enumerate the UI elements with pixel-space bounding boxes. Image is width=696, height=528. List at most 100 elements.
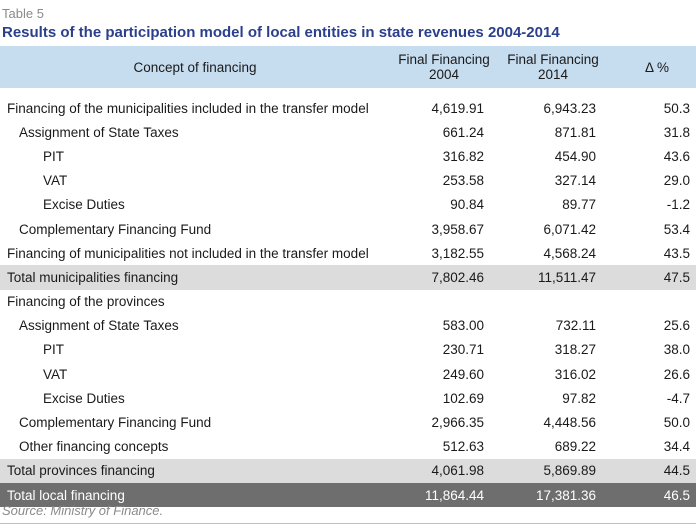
bottom-divider bbox=[0, 523, 696, 524]
row-final-2014: 327.14 bbox=[554, 173, 596, 189]
financing-table: Concept of financing Final Financing 200… bbox=[0, 46, 696, 508]
table-row: VAT 253.58 327.14 29.0 bbox=[0, 169, 696, 193]
row-final-2004: 7,802.46 bbox=[431, 269, 484, 285]
row-concept: Assignment of State Taxes bbox=[19, 124, 179, 140]
row-concept: VAT bbox=[43, 173, 68, 189]
row-delta-percent: 44.5 bbox=[663, 463, 690, 479]
row-delta-percent: 53.4 bbox=[663, 221, 690, 237]
row-final-2014: 871.81 bbox=[554, 124, 596, 140]
header-delta-percent: Δ % bbox=[644, 59, 670, 75]
row-delta-percent: -4.7 bbox=[666, 390, 690, 406]
row-final-2004: 102.69 bbox=[442, 390, 484, 406]
row-concept: Financing of the provinces bbox=[7, 294, 165, 310]
row-concept: Other financing concepts bbox=[19, 439, 169, 455]
row-final-2004: 661.24 bbox=[442, 124, 484, 140]
row-final-2014: 732.11 bbox=[555, 318, 596, 334]
row-final-2004: 249.60 bbox=[442, 366, 484, 382]
row-delta-percent bbox=[608, 290, 696, 314]
row-final-2004: 11,864.44 bbox=[424, 487, 484, 503]
table-row: PIT 230.71 318.27 38.0 bbox=[0, 338, 696, 362]
header-final-2014-line2: 2014 bbox=[537, 67, 569, 82]
table-row: Complementary Financing Fund 3,958.67 6,07… bbox=[0, 217, 696, 241]
row-final-2014: 97.82 bbox=[562, 390, 596, 406]
source-note: Source: Ministry of Finance. bbox=[2, 503, 164, 518]
row-delta-percent: 50.3 bbox=[663, 100, 690, 116]
row-final-2014: 6,943.23 bbox=[543, 100, 596, 116]
table-row: Financing of municipalities not included… bbox=[0, 241, 696, 265]
header-final-2004: Final Financing 2004 bbox=[390, 46, 498, 88]
row-final-2014: 6,071.42 bbox=[543, 221, 596, 237]
row-concept: VAT bbox=[43, 366, 68, 382]
row-final-2004: 512.63 bbox=[442, 439, 484, 455]
row-concept: Total local financing bbox=[7, 487, 125, 503]
row-final-2014: 89.77 bbox=[562, 197, 596, 213]
row-concept: Financing of the municipalities included… bbox=[7, 100, 369, 116]
row-final-2014: 4,448.56 bbox=[543, 415, 596, 431]
row-concept: PIT bbox=[43, 342, 65, 358]
header-final-2014: Final Financing 2014 bbox=[498, 46, 608, 88]
table-number-label: Table 5 bbox=[2, 6, 44, 21]
row-final-2014: 318.27 bbox=[554, 342, 596, 358]
table-row: Complementary Financing Fund 2,966.35 4,44… bbox=[0, 410, 696, 434]
row-final-2004: 316.82 bbox=[442, 148, 484, 164]
row-final-2004: 4,619.91 bbox=[431, 100, 484, 116]
row-final-2004: 253.58 bbox=[442, 173, 484, 189]
row-concept: Excise Duties bbox=[43, 197, 125, 213]
row-final-2004 bbox=[390, 290, 498, 314]
table-row: Excise Duties 90.84 89.77 -1.2 bbox=[0, 193, 696, 217]
table-row: Other financing concepts 512.63 689.22 34.4 bbox=[0, 435, 696, 459]
row-final-2004: 583.00 bbox=[442, 318, 484, 334]
row-delta-percent: 43.6 bbox=[663, 148, 690, 164]
row-final-2014: 17,381.36 bbox=[535, 487, 596, 503]
table-row: Assignment of State Taxes 583.00 732.11 25.… bbox=[0, 314, 696, 338]
row-delta-percent: 31.8 bbox=[663, 124, 690, 140]
row-concept: Total municipalities financing bbox=[7, 269, 179, 285]
table-row: Assignment of State Taxes 661.24 871.81 31.… bbox=[0, 120, 696, 144]
row-final-2004: 230.71 bbox=[442, 342, 484, 358]
header-final-2004-line2: 2004 bbox=[428, 67, 460, 82]
row-delta-percent: 34.4 bbox=[663, 439, 690, 455]
row-final-2014: 689.22 bbox=[554, 439, 596, 455]
row-final-2014: 4,568.24 bbox=[543, 245, 596, 261]
row-concept: Complementary Financing Fund bbox=[19, 415, 212, 431]
table-row: Financing of the provinces bbox=[0, 290, 696, 314]
row-delta-percent: 43.5 bbox=[663, 245, 690, 261]
row-final-2014: 11,511.47 bbox=[537, 269, 596, 285]
row-delta-percent: 26.6 bbox=[663, 366, 690, 382]
row-delta-percent: 25.6 bbox=[663, 318, 690, 334]
row-final-2014: 316.02 bbox=[554, 366, 596, 382]
header-concept: Concept of financing bbox=[133, 59, 257, 75]
row-final-2004: 90.84 bbox=[450, 197, 484, 213]
subtotal-row: Total provinces financing 4,061.98 5,869.8… bbox=[0, 458, 696, 483]
row-concept: Complementary Financing Fund bbox=[19, 221, 212, 237]
row-delta-percent: 29.0 bbox=[663, 173, 690, 189]
table-row: VAT 249.60 316.02 26.6 bbox=[0, 362, 696, 386]
row-delta-percent: 38.0 bbox=[663, 342, 690, 358]
total-local-row: Total local financing 11,864.44 17,381.36 4… bbox=[0, 483, 696, 508]
row-final-2004: 3,958.67 bbox=[431, 221, 484, 237]
table-body: Financing of the municipalities included… bbox=[0, 88, 696, 508]
table-title: Results of the participation model of lo… bbox=[2, 24, 560, 41]
row-delta-percent: 46.5 bbox=[663, 487, 690, 503]
table-spacer bbox=[0, 88, 696, 96]
row-delta-percent: 47.5 bbox=[663, 269, 690, 285]
row-delta-percent: -1.2 bbox=[666, 197, 690, 213]
row-delta-percent: 50.0 bbox=[663, 415, 690, 431]
row-final-2004: 3,182.55 bbox=[431, 245, 484, 261]
row-final-2014: 454.90 bbox=[554, 148, 596, 164]
row-final-2004: 2,966.35 bbox=[431, 415, 484, 431]
row-concept: Financing of municipalities not included… bbox=[7, 245, 369, 261]
row-final-2004: 4,061.98 bbox=[431, 463, 484, 479]
row-concept: Excise Duties bbox=[43, 390, 125, 406]
table-header-row: Concept of financing Final Financing 200… bbox=[0, 46, 696, 88]
header-final-2014-line1: Final Financing bbox=[507, 52, 599, 67]
table-row: PIT 316.82 454.90 43.6 bbox=[0, 144, 696, 168]
row-concept: Assignment of State Taxes bbox=[19, 318, 179, 334]
subtotal-row: Total municipalities financing 7,802.46 11… bbox=[0, 265, 696, 290]
header-final-2004-line1: Final Financing bbox=[398, 52, 490, 67]
row-concept: PIT bbox=[43, 148, 65, 164]
table-row: Excise Duties 102.69 97.82 -4.7 bbox=[0, 386, 696, 410]
row-concept: Total provinces financing bbox=[7, 463, 155, 479]
row-final-2014: 5,869.89 bbox=[543, 463, 596, 479]
